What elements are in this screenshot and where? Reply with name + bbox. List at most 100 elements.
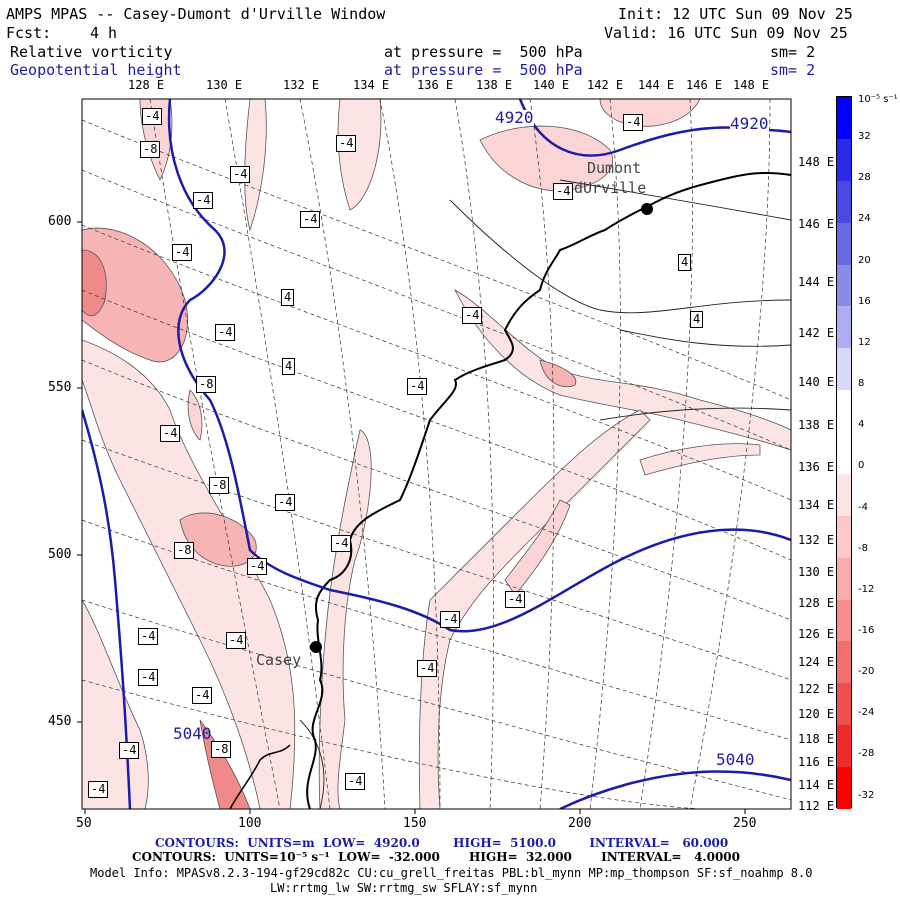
x-tick-label: 200 bbox=[568, 816, 592, 831]
vort-label: -4 bbox=[138, 669, 159, 686]
lon-label: 146 E bbox=[798, 217, 835, 231]
lon-label: 118 E bbox=[798, 732, 835, 746]
product-title: AMPS MPAS -- Casey-Dumont d'Urville Wind… bbox=[6, 5, 386, 23]
lon-label: 134 E bbox=[798, 498, 835, 512]
colorbar-swatch bbox=[837, 557, 851, 600]
lon-label: 140 E bbox=[533, 78, 570, 92]
height-contour-label: 4920 bbox=[495, 108, 534, 127]
vorticity-colorbar bbox=[836, 96, 852, 809]
colorbar-level-label: -16 bbox=[858, 625, 875, 637]
colorbar-unit: 10⁻⁵ s⁻¹ bbox=[858, 94, 898, 105]
model-info-line2: LW:rrtmg_lw SW:rrtmg_sw SFLAY:sf_mynn bbox=[270, 881, 538, 895]
vort-label: -4 bbox=[230, 166, 251, 183]
x-tick-label: 100 bbox=[238, 816, 262, 831]
colorbar-level-label: -24 bbox=[858, 707, 875, 719]
colorbar-swatch bbox=[837, 180, 851, 223]
lon-label: 122 E bbox=[798, 682, 835, 696]
colorbar-swatch bbox=[837, 641, 851, 684]
vort-label: -4 bbox=[160, 425, 181, 442]
y-tick-label: 450 bbox=[48, 714, 72, 729]
geopotential-height-contours bbox=[82, 99, 791, 809]
plot-frame bbox=[81, 98, 792, 810]
colorbar-swatch bbox=[837, 97, 851, 139]
init-time: Init: 12 UTC Sun 09 Nov 25 bbox=[618, 5, 853, 23]
vort-label: -4 bbox=[331, 535, 352, 552]
height-contour-label: 5040 bbox=[173, 724, 212, 743]
vort-label: -8 bbox=[209, 477, 230, 494]
y-tick-label: 500 bbox=[48, 547, 72, 562]
field1-level: at pressure = 500 hPa bbox=[384, 43, 583, 61]
field1-smoothing: sm= 2 bbox=[770, 43, 816, 61]
colorbar-swatch bbox=[837, 683, 851, 726]
vort-label: -4 bbox=[193, 192, 214, 209]
forecast-label: Fcst: bbox=[6, 24, 52, 42]
lon-label: 148 E bbox=[733, 78, 770, 92]
height-contour-info: CONTOURS: UNITS=m LOW= 4920.0 HIGH= 5100… bbox=[155, 836, 729, 850]
valid-time: Valid: 16 UTC Sun 09 Nov 25 bbox=[604, 24, 848, 42]
lon-label: 130 E bbox=[798, 565, 835, 579]
height-contour-label: 4920 bbox=[730, 114, 769, 133]
model-info: Model Info: MPASv8.2.3-194-gf29cd82c CU:… bbox=[90, 866, 813, 880]
vort-label: 4 bbox=[678, 254, 692, 271]
vort-label: -8 bbox=[140, 141, 161, 158]
vort-label: -4 bbox=[226, 632, 247, 649]
vorticity-shading bbox=[82, 99, 791, 809]
colorbar-swatch bbox=[837, 138, 851, 181]
colorbar-swatch bbox=[837, 725, 851, 768]
vort-label: -4 bbox=[623, 114, 644, 131]
vort-label: -8 bbox=[196, 376, 217, 393]
field2-smoothing: sm= 2 bbox=[770, 61, 816, 79]
vort-label: -4 bbox=[88, 781, 109, 798]
vort-label: 4 bbox=[690, 311, 704, 328]
colorbar-swatch bbox=[837, 767, 851, 809]
colorbar-swatch bbox=[837, 432, 851, 474]
casey-station-marker bbox=[310, 641, 322, 653]
lon-label: 128 E bbox=[798, 596, 835, 610]
colorbar-swatches bbox=[837, 97, 851, 809]
lon-label: 138 E bbox=[476, 78, 513, 92]
y-axis-ticks bbox=[77, 221, 82, 723]
vort-label: -4 bbox=[275, 494, 296, 511]
colorbar-level-label: 32 bbox=[858, 131, 871, 143]
colorbar-swatch bbox=[837, 599, 851, 642]
colorbar-level-label: 4 bbox=[858, 419, 865, 431]
lon-label: 120 E bbox=[798, 707, 835, 721]
lon-label: 146 E bbox=[686, 78, 723, 92]
vort-label: -4 bbox=[505, 591, 526, 608]
lon-label: 142 E bbox=[587, 78, 624, 92]
vort-label: 4 bbox=[281, 289, 295, 306]
colorbar-level-label: 0 bbox=[858, 460, 865, 472]
vort-label: -4 bbox=[553, 183, 574, 200]
forecast-hour: 4 h bbox=[90, 24, 118, 42]
colorbar-level-label: 16 bbox=[858, 295, 871, 307]
colorbar-level-label: 8 bbox=[858, 378, 865, 390]
colorbar-level-label: -4 bbox=[858, 501, 868, 513]
vorticity-contours bbox=[299, 179, 791, 809]
colorbar-level-label: 24 bbox=[858, 213, 871, 225]
colorbar-swatch bbox=[837, 264, 851, 307]
vort-label: -4 bbox=[336, 135, 357, 152]
lon-label: 112 E bbox=[798, 799, 835, 813]
vort-label: -4 bbox=[300, 211, 321, 228]
lon-label: 116 E bbox=[798, 755, 835, 769]
x-tick-label: 250 bbox=[733, 816, 757, 831]
lon-label: 128 E bbox=[128, 78, 165, 92]
casey-label: Casey bbox=[256, 651, 302, 669]
colorbar-swatch bbox=[837, 306, 851, 349]
colorbar-level-label: 12 bbox=[858, 336, 871, 348]
lon-label: 136 E bbox=[798, 460, 835, 474]
lon-label: 132 E bbox=[798, 533, 835, 547]
y-tick-label: 550 bbox=[48, 380, 72, 395]
y-tick-label: 600 bbox=[48, 214, 72, 229]
field2-level: at pressure = 500 hPa bbox=[384, 61, 583, 79]
vort-label: -4 bbox=[138, 628, 159, 645]
x-tick-label: 50 bbox=[76, 816, 92, 831]
vorticity-contour-info: CONTOURS: UNITS=10⁻⁵ s⁻¹ LOW= -32.000 HI… bbox=[132, 850, 740, 864]
vort-label: 4 bbox=[282, 358, 296, 375]
vort-label: -4 bbox=[215, 324, 236, 341]
lon-label: 134 E bbox=[353, 78, 390, 92]
vort-label: -4 bbox=[192, 687, 213, 704]
lon-label: 144 E bbox=[798, 275, 835, 289]
map-plot-area bbox=[82, 99, 791, 809]
field2-name: Geopotential height bbox=[10, 61, 182, 79]
